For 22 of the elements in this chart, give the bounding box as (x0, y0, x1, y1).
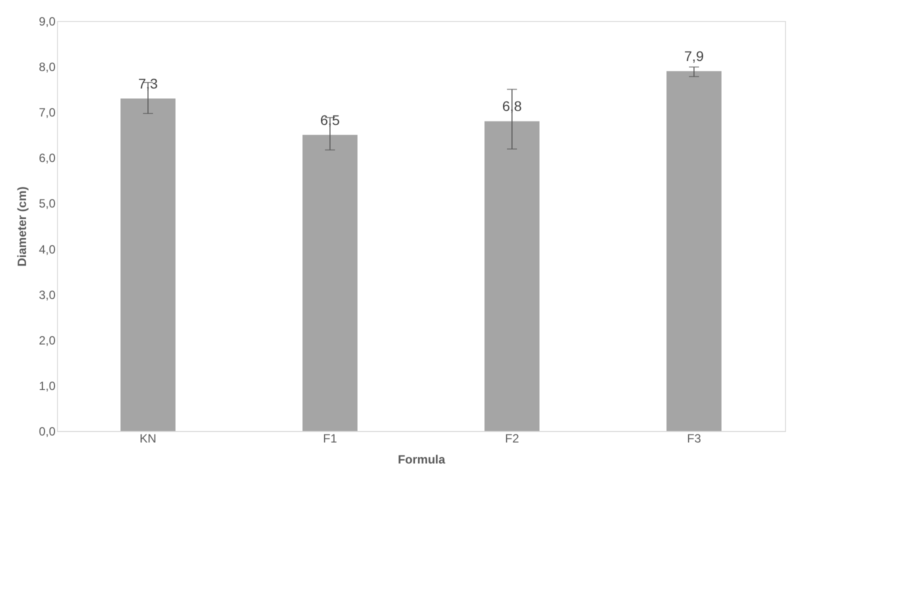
x-tick-label: F2 (504, 432, 520, 446)
y-tick-label: 1,0 (38, 378, 56, 393)
bar (666, 71, 722, 431)
y-tick-label: 7,0 (38, 106, 56, 120)
y-tick-label: 9,0 (38, 14, 56, 28)
y-tick-label: 3,0 (38, 288, 56, 302)
data-label: 7,3 (138, 75, 158, 92)
bar (484, 121, 540, 431)
y-tick-label: 5,0 (38, 196, 56, 211)
y-tick-label: 6,0 (38, 151, 56, 166)
x-tick-label: F3 (686, 432, 702, 446)
data-label: 7,9 (684, 48, 704, 64)
bar (302, 134, 358, 431)
y-tick-label: 8,0 (38, 60, 56, 74)
y-tick-label: 0,0 (38, 424, 56, 438)
y-tick-label: 2,0 (38, 333, 56, 348)
y-axis-title: Diameter (cm) (14, 186, 29, 267)
y-tick-label: 4,0 (38, 242, 56, 256)
x-tick-label: F1 (322, 432, 338, 446)
bar (120, 98, 176, 431)
x-tick-label: KN (140, 432, 156, 446)
x-axis-title: Formula (398, 452, 446, 466)
